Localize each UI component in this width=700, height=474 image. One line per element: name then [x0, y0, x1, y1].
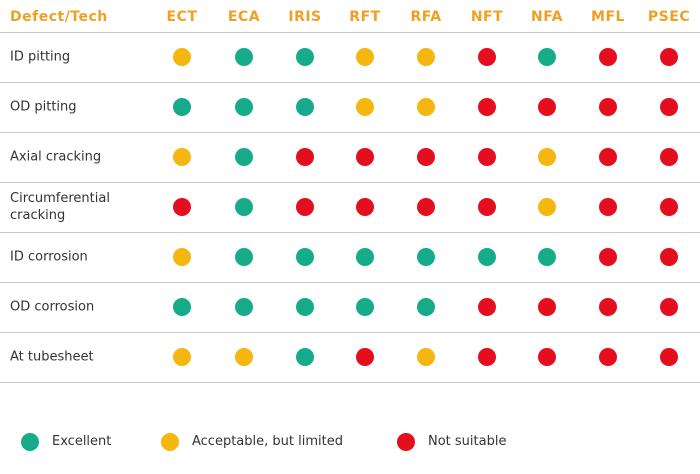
rating-dot	[235, 148, 253, 166]
rating-dot	[235, 48, 253, 66]
rating-dot	[173, 348, 191, 366]
header-cell: PSEC	[647, 9, 691, 25]
row-label: Circumferential cracking	[10, 191, 110, 223]
rating-dot	[538, 248, 556, 266]
rating-dot	[417, 48, 435, 66]
rating-dot	[296, 198, 314, 216]
rating-dot	[356, 298, 374, 316]
rating-dot	[599, 198, 617, 216]
row-label: OD corrosion	[10, 299, 95, 315]
rating-dot	[660, 248, 678, 266]
row-separator	[0, 282, 700, 283]
rating-dot	[599, 98, 617, 116]
rating-dot	[356, 248, 374, 266]
rating-dot	[356, 48, 374, 66]
rating-dot	[296, 98, 314, 116]
rating-dot	[660, 348, 678, 366]
rating-dot	[660, 198, 678, 216]
rating-dot	[417, 198, 435, 216]
row-separator	[0, 182, 700, 183]
row-separator	[0, 332, 700, 333]
rating-dot	[296, 148, 314, 166]
rating-dot	[538, 148, 556, 166]
rating-dot	[538, 348, 556, 366]
rating-dot	[599, 248, 617, 266]
rating-dot	[417, 148, 435, 166]
rating-dot	[417, 248, 435, 266]
rating-dot	[538, 198, 556, 216]
rating-dot	[235, 348, 253, 366]
row-label: At tubesheet	[10, 349, 94, 365]
rating-dot	[173, 48, 191, 66]
rating-dot	[660, 48, 678, 66]
header-cell: RFT	[349, 9, 381, 25]
rating-dot	[538, 98, 556, 116]
row-separator	[0, 232, 700, 233]
row-separator	[0, 82, 700, 83]
header-cell: NFA	[530, 9, 563, 25]
rating-dot	[235, 198, 253, 216]
rating-dot	[173, 98, 191, 116]
rating-dot	[417, 298, 435, 316]
rating-dot	[660, 98, 678, 116]
row-label: OD pitting	[10, 99, 77, 115]
rating-dot	[478, 198, 496, 216]
rating-dot	[478, 48, 496, 66]
rating-dot	[356, 198, 374, 216]
legend-label: Excellent	[52, 434, 112, 449]
rating-dot	[235, 98, 253, 116]
rating-dot	[296, 348, 314, 366]
legend-dot	[21, 433, 39, 451]
rating-dot	[173, 298, 191, 316]
header-cell: RFA	[410, 9, 442, 25]
rating-dot	[296, 248, 314, 266]
header-cell: ECA	[227, 9, 261, 25]
rating-dot	[478, 298, 496, 316]
rating-dot	[235, 298, 253, 316]
rating-dot	[235, 248, 253, 266]
rating-dot	[356, 98, 374, 116]
rating-dot	[173, 148, 191, 166]
header-cell: ECT	[166, 9, 198, 25]
rating-dot	[296, 298, 314, 316]
rating-dot	[173, 198, 191, 216]
rating-dot	[538, 48, 556, 66]
rating-dot	[417, 98, 435, 116]
row-separator	[0, 382, 700, 383]
legend-dot	[397, 433, 415, 451]
header-cell: IRIS	[288, 9, 322, 25]
legend-dot	[161, 433, 179, 451]
row-label: ID pitting	[10, 49, 71, 65]
row-label: ID corrosion	[10, 249, 88, 265]
rating-dot	[660, 298, 678, 316]
rating-dot	[478, 348, 496, 366]
rating-dot	[417, 348, 435, 366]
rating-dot	[599, 348, 617, 366]
rating-dot	[660, 148, 678, 166]
row-separator	[0, 32, 700, 33]
rating-dot	[356, 148, 374, 166]
rating-dot	[173, 248, 191, 266]
rating-dot	[599, 48, 617, 66]
header-cell: NFT	[470, 9, 504, 25]
rating-dot	[599, 298, 617, 316]
row-label: Axial cracking	[10, 149, 102, 165]
rating-dot	[478, 248, 496, 266]
rating-dot	[478, 98, 496, 116]
rating-dot	[538, 298, 556, 316]
rating-dot	[356, 348, 374, 366]
header-cell: MFL	[591, 9, 625, 25]
legend-label: Acceptable, but limited	[192, 434, 343, 449]
rating-dot	[478, 148, 496, 166]
header-cell: Defect/Tech	[10, 9, 108, 25]
legend-label: Not suitable	[428, 434, 507, 449]
rating-dot	[599, 148, 617, 166]
row-separator	[0, 132, 700, 133]
rating-dot	[296, 48, 314, 66]
